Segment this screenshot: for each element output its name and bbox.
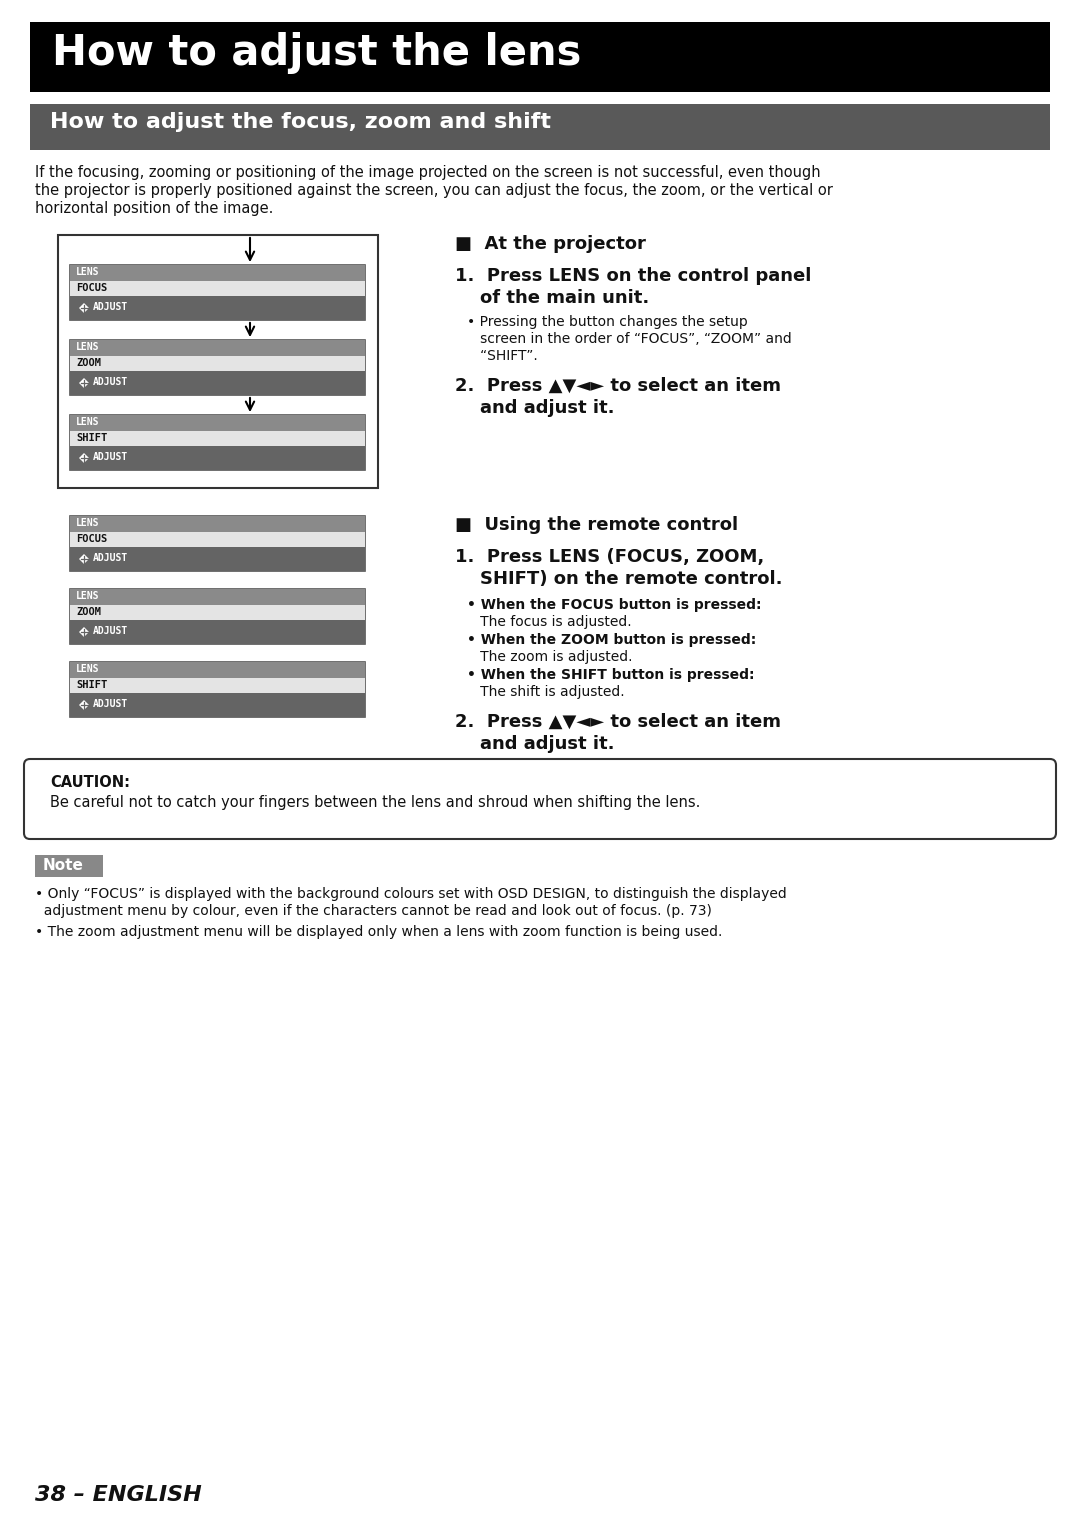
Bar — [70, 415, 365, 431]
Bar — [70, 516, 365, 571]
Bar — [70, 341, 365, 356]
Bar — [70, 693, 365, 718]
Text: • When the ZOOM button is pressed:: • When the ZOOM button is pressed: — [467, 634, 756, 647]
Bar — [35, 855, 103, 876]
Bar — [70, 605, 365, 620]
Bar — [70, 663, 365, 718]
Text: SHIFT: SHIFT — [76, 680, 107, 690]
Text: • When the SHIFT button is pressed:: • When the SHIFT button is pressed: — [467, 667, 755, 683]
Text: ■  Using the remote control: ■ Using the remote control — [455, 516, 738, 534]
Text: screen in the order of “FOCUS”, “ZOOM” and: screen in the order of “FOCUS”, “ZOOM” a… — [467, 331, 792, 347]
Text: LENS: LENS — [76, 267, 99, 276]
Text: 38 – ENGLISH: 38 – ENGLISH — [35, 1484, 202, 1506]
Text: The shift is adjusted.: The shift is adjusted. — [467, 686, 624, 699]
Text: CAUTION:: CAUTION: — [50, 776, 130, 789]
Text: ADJUST: ADJUST — [93, 377, 129, 386]
Text: SHIFT: SHIFT — [76, 434, 107, 443]
Text: • The zoom adjustment menu will be displayed only when a lens with zoom function: • The zoom adjustment menu will be displ… — [35, 925, 723, 939]
Text: How to adjust the focus, zoom and shift: How to adjust the focus, zoom and shift — [50, 111, 551, 131]
Text: Be careful not to catch your fingers between the lens and shroud when shifting t: Be careful not to catch your fingers bet… — [50, 796, 700, 809]
Text: 1.  Press LENS (FOCUS, ZOOM,: 1. Press LENS (FOCUS, ZOOM, — [455, 548, 765, 567]
Text: horizontal position of the image.: horizontal position of the image. — [35, 202, 273, 215]
Text: 2.  Press ▲▼◄► to select an item: 2. Press ▲▼◄► to select an item — [455, 713, 781, 731]
Polygon shape — [79, 302, 89, 313]
Text: LENS: LENS — [76, 417, 99, 428]
Text: ADJUST: ADJUST — [93, 699, 129, 709]
Bar — [70, 341, 365, 395]
Text: • When the FOCUS button is pressed:: • When the FOCUS button is pressed: — [467, 599, 761, 612]
Text: the projector is properly positioned against the screen, you can adjust the focu: the projector is properly positioned aga… — [35, 183, 833, 199]
Polygon shape — [79, 699, 89, 710]
Text: • Pressing the button changes the setup: • Pressing the button changes the setup — [467, 315, 747, 328]
Bar — [70, 266, 365, 281]
Text: LENS: LENS — [76, 591, 99, 602]
Bar — [70, 446, 365, 470]
Text: of the main unit.: of the main unit. — [455, 289, 649, 307]
Text: adjustment menu by colour, even if the characters cannot be read and look out of: adjustment menu by colour, even if the c… — [35, 904, 712, 918]
FancyBboxPatch shape — [24, 759, 1056, 838]
Text: • Only “FOCUS” is displayed with the background colours set with OSD DESIGN, to : • Only “FOCUS” is displayed with the bac… — [35, 887, 786, 901]
Text: The focus is adjusted.: The focus is adjusted. — [467, 615, 632, 629]
Text: If the focusing, zooming or positioning of the image projected on the screen is : If the focusing, zooming or positioning … — [35, 165, 821, 180]
Bar — [70, 281, 365, 296]
Text: 1.  Press LENS on the control panel: 1. Press LENS on the control panel — [455, 267, 811, 286]
Text: Note: Note — [43, 858, 84, 873]
Bar — [70, 266, 365, 321]
Text: “SHIFT”.: “SHIFT”. — [467, 350, 538, 363]
Bar — [70, 516, 365, 531]
Bar — [70, 663, 365, 678]
Bar — [70, 589, 365, 644]
Bar — [70, 371, 365, 395]
Text: FOCUS: FOCUS — [76, 534, 107, 544]
Text: ZOOM: ZOOM — [76, 608, 102, 617]
Bar — [70, 589, 365, 605]
Text: ADJUST: ADJUST — [93, 553, 129, 563]
Bar — [70, 356, 365, 371]
Polygon shape — [79, 554, 89, 563]
Bar — [70, 620, 365, 644]
Text: LENS: LENS — [76, 664, 99, 673]
Text: LENS: LENS — [76, 518, 99, 528]
Text: FOCUS: FOCUS — [76, 282, 107, 293]
Text: and adjust it.: and adjust it. — [455, 399, 615, 417]
Polygon shape — [79, 379, 89, 388]
Text: The zoom is adjusted.: The zoom is adjusted. — [467, 651, 633, 664]
Text: and adjust it.: and adjust it. — [455, 734, 615, 753]
Bar — [70, 678, 365, 693]
Text: How to adjust the lens: How to adjust the lens — [52, 32, 581, 73]
Text: LENS: LENS — [76, 342, 99, 353]
Bar — [70, 296, 365, 321]
Text: ■  At the projector: ■ At the projector — [455, 235, 646, 253]
Polygon shape — [79, 628, 89, 637]
Text: 2.  Press ▲▼◄► to select an item: 2. Press ▲▼◄► to select an item — [455, 377, 781, 395]
Bar — [70, 531, 365, 547]
Bar — [30, 104, 1050, 150]
Bar — [30, 21, 1050, 92]
Bar — [70, 415, 365, 470]
Bar — [70, 431, 365, 446]
Polygon shape — [79, 454, 89, 463]
Text: ADJUST: ADJUST — [93, 626, 129, 637]
Text: SHIFT) on the remote control.: SHIFT) on the remote control. — [455, 570, 783, 588]
Bar — [70, 547, 365, 571]
Text: ZOOM: ZOOM — [76, 357, 102, 368]
Bar — [58, 235, 378, 489]
Text: ADJUST: ADJUST — [93, 302, 129, 312]
Text: ADJUST: ADJUST — [93, 452, 129, 463]
